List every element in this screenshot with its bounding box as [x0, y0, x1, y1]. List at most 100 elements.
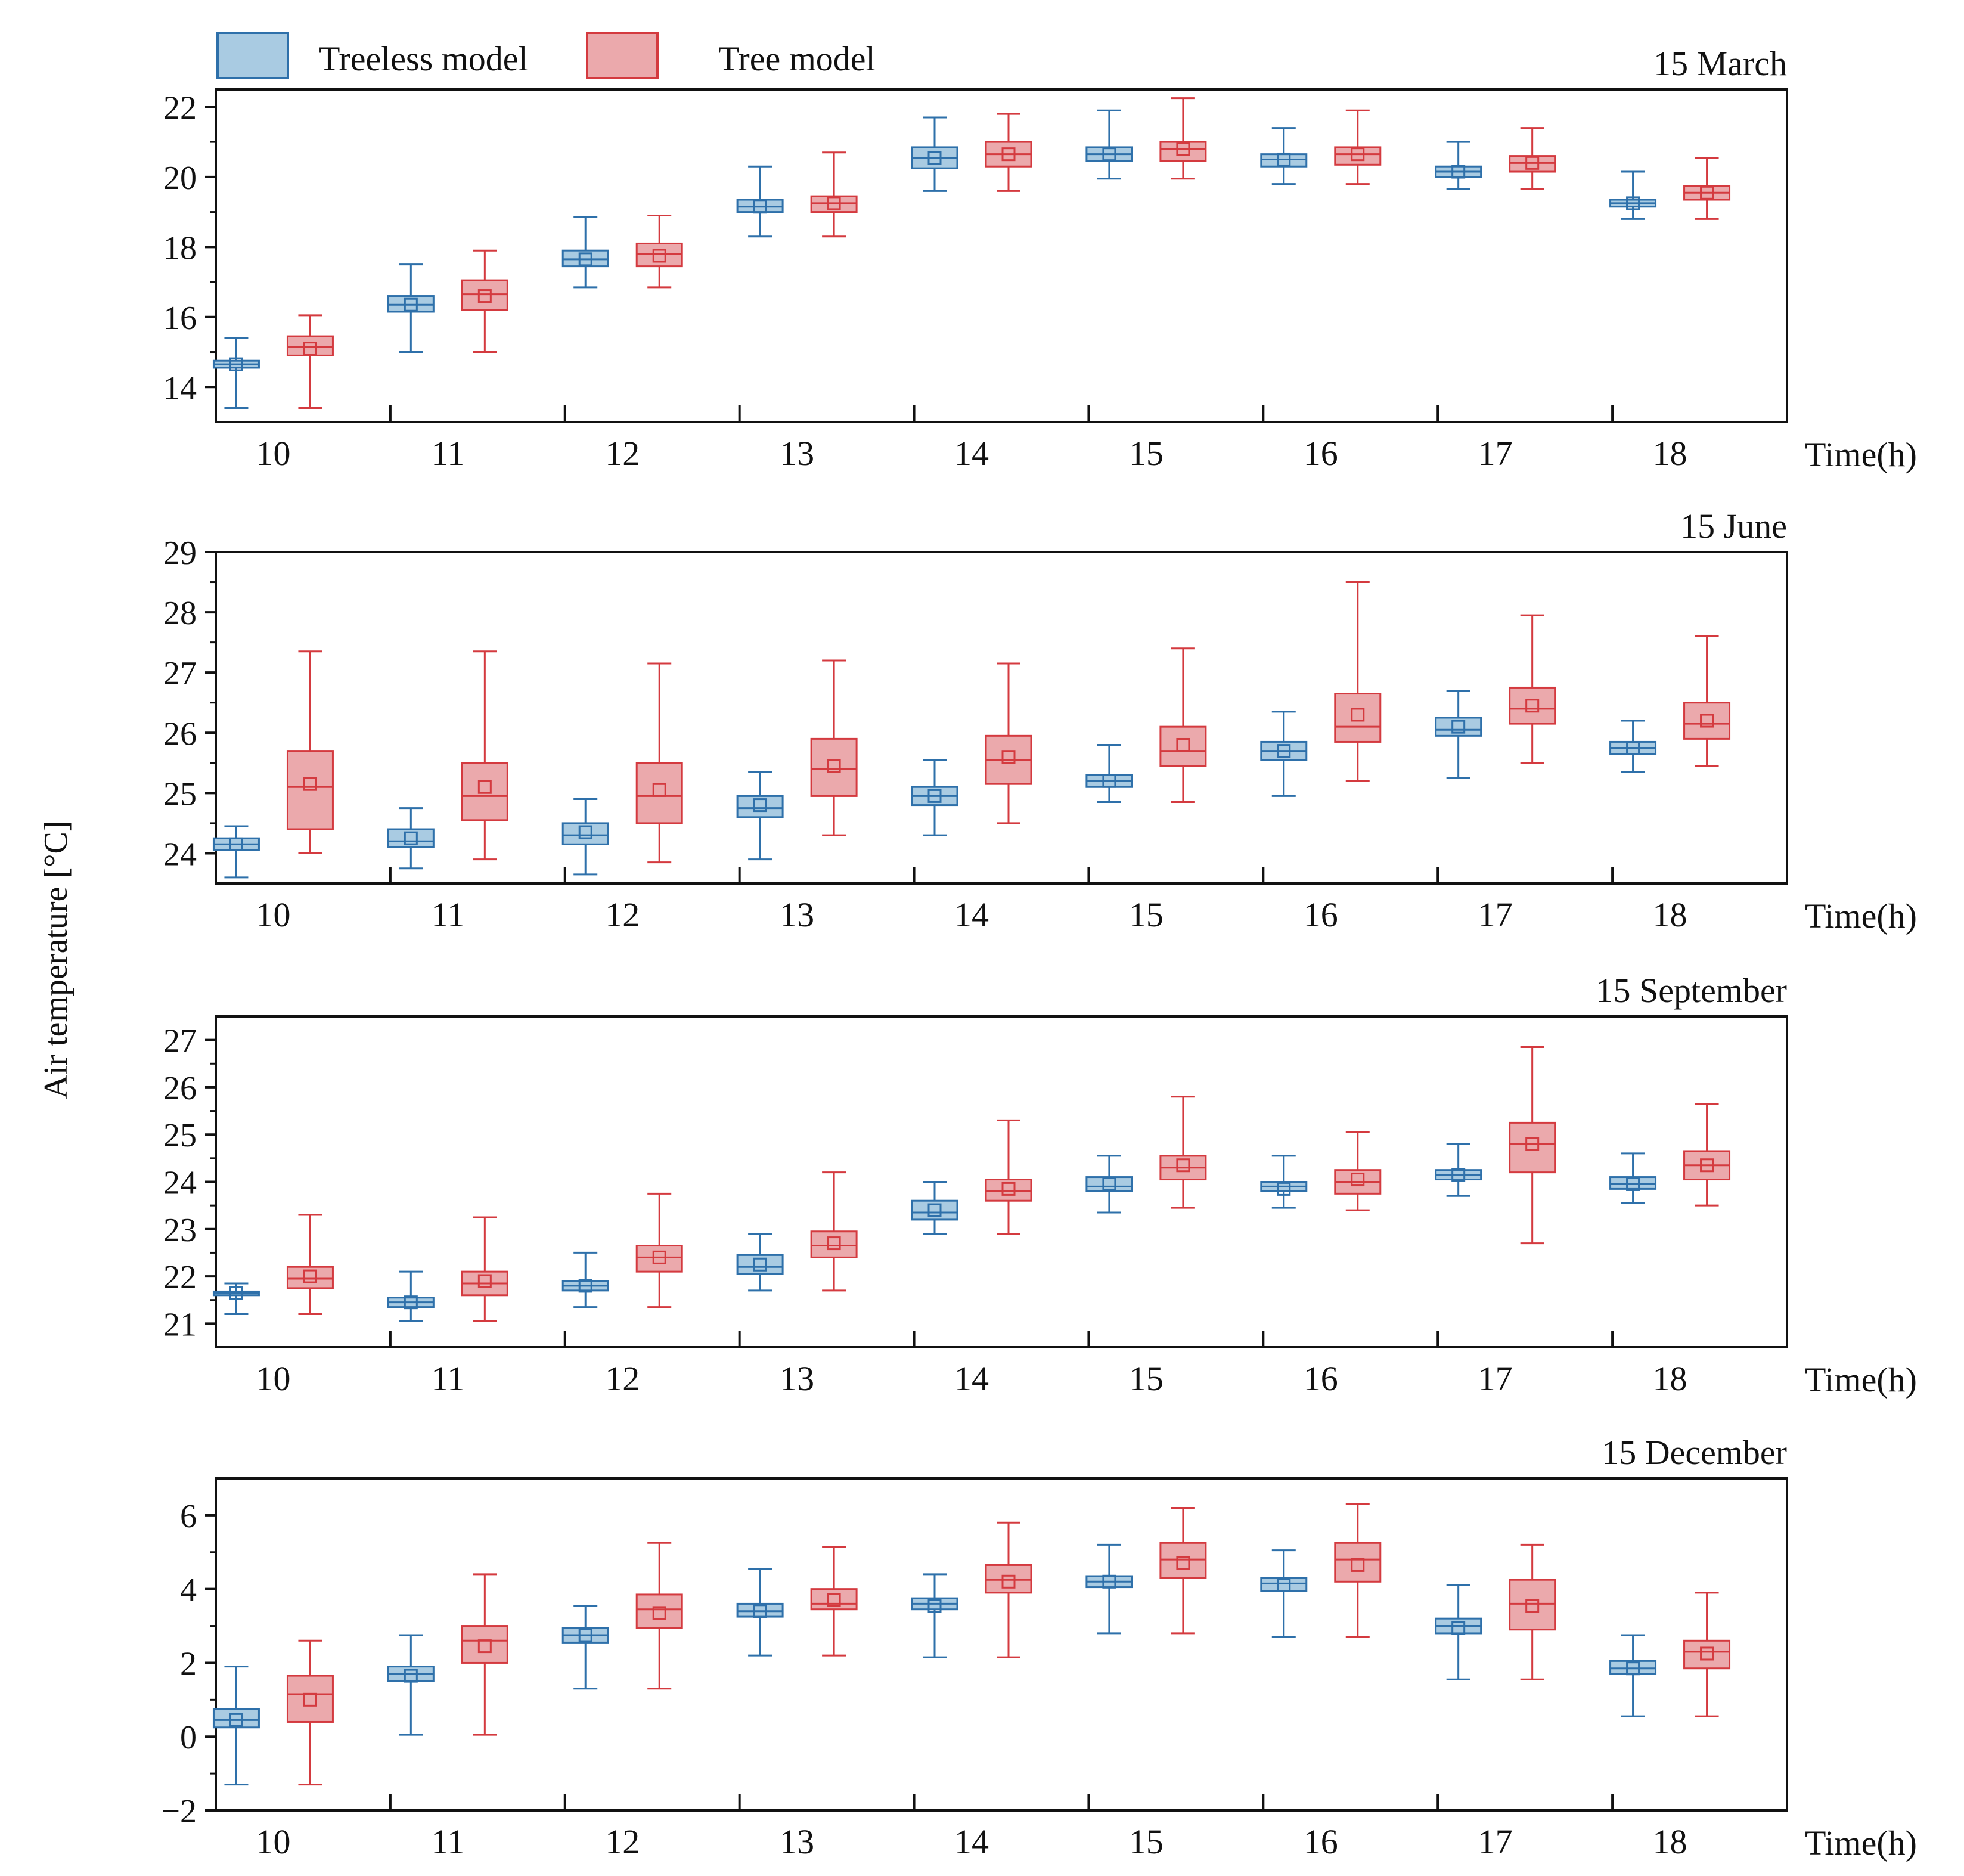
box-treeless-11 [387, 1270, 435, 1322]
panel-title: 15 March [1653, 44, 1787, 83]
mean-marker [1277, 744, 1291, 758]
box-tree-14 [985, 1119, 1032, 1235]
box-treeless-18 [1609, 1634, 1657, 1717]
box-tree-16 [1334, 1131, 1382, 1211]
x-tick-label: 12 [605, 1359, 640, 1398]
iqr-box [1085, 1176, 1133, 1192]
box-treeless-14 [911, 759, 958, 836]
x-tick-label: 10 [256, 895, 290, 934]
y-tick-label: 14 [163, 370, 197, 407]
x-tick-label: 16 [1304, 895, 1338, 934]
box-tree-11 [461, 650, 508, 861]
y-tick-label: 22 [163, 1259, 197, 1296]
mean-marker [229, 1713, 243, 1727]
box-treeless-15 [1085, 1543, 1133, 1635]
mean-marker [477, 1274, 492, 1288]
mean-marker [753, 1604, 767, 1618]
x-tick-label: 18 [1653, 434, 1687, 473]
box-tree-11 [461, 249, 508, 354]
x-tick-label: 14 [954, 1822, 989, 1861]
x-tick-label: 14 [954, 1359, 989, 1398]
mean-marker [229, 837, 243, 851]
x-tick-label: 18 [1653, 895, 1687, 934]
box-treeless-14 [911, 116, 958, 192]
mean-marker [578, 1628, 592, 1642]
box-tree-13 [810, 659, 858, 836]
box-treeless-13 [736, 771, 784, 861]
box-tree-17 [1509, 614, 1556, 764]
mean-marker [927, 1203, 942, 1217]
mean-marker [1700, 185, 1714, 200]
box-tree-15 [1159, 647, 1207, 804]
y-tick-label: 23 [163, 1212, 197, 1249]
x-tick-label: 12 [605, 895, 640, 934]
box-treeless-16 [1260, 127, 1308, 185]
legend-swatch-treeless [216, 32, 289, 79]
legend-label-tree: Tree model [718, 39, 876, 78]
mean-marker [652, 249, 666, 263]
box-tree-10 [286, 314, 334, 410]
box-treeless-17 [1435, 1584, 1482, 1680]
x-tick-label: 13 [780, 434, 814, 473]
mean-marker [303, 1269, 317, 1283]
mean-marker [1277, 1182, 1291, 1196]
box-tree-12 [635, 1192, 683, 1308]
y-axis-label: Air temperature [°C] [38, 820, 75, 1099]
box-tree-17 [1509, 1046, 1556, 1245]
x-tick-label: 11 [431, 895, 464, 934]
box-tree-17 [1509, 1543, 1556, 1680]
iqr-box [635, 762, 683, 824]
box-tree-18 [1683, 635, 1731, 767]
box-tree-13 [810, 1171, 858, 1292]
y-tick-label: 21 [163, 1306, 197, 1343]
mean-marker [404, 1669, 418, 1683]
mean-marker [827, 1593, 841, 1607]
box-treeless-12 [561, 216, 609, 289]
box-tree-16 [1334, 581, 1382, 782]
y-tick-label: 29 [163, 535, 197, 572]
mean-marker [1176, 737, 1190, 752]
box-tree-10 [286, 1639, 334, 1786]
box-treeless-17 [1435, 141, 1482, 190]
mean-marker [1102, 1177, 1116, 1191]
box-treeless-16 [1260, 1155, 1308, 1209]
panel-title: 15 June [1680, 507, 1787, 545]
box-treeless-13 [736, 1233, 784, 1292]
iqr-box [810, 1588, 858, 1611]
box-treeless-17 [1435, 690, 1482, 779]
y-tick-label: 20 [163, 160, 197, 197]
box-treeless-12 [561, 798, 609, 876]
x-axis-label: Time(h) [1805, 1824, 1917, 1862]
box-tree-12 [635, 662, 683, 864]
box-tree-14 [985, 113, 1032, 192]
box-treeless-12 [561, 1251, 609, 1308]
mean-marker [404, 297, 418, 312]
x-tick-label: 10 [256, 434, 290, 473]
y-tick-label: 26 [163, 715, 197, 752]
mean-marker [1277, 152, 1291, 166]
y-tick-label: 0 [180, 1719, 197, 1756]
mean-marker [1700, 1646, 1714, 1661]
box-tree-13 [810, 1545, 858, 1657]
mean-marker [578, 1279, 592, 1293]
mean-marker [477, 289, 492, 303]
iqr-box [561, 822, 609, 845]
mean-marker [1351, 1173, 1365, 1187]
y-tick-label: 22 [163, 89, 197, 126]
x-tick-label: 16 [1304, 434, 1338, 473]
box-treeless-18 [1609, 170, 1657, 220]
box-tree-17 [1509, 127, 1556, 190]
legend-swatch-tree [586, 32, 659, 79]
box-tree-18 [1683, 157, 1731, 220]
mean-marker [1626, 1177, 1640, 1191]
panel-1: 15 March 14 16 18 20 22 10 11 12 13 14 15 16 17 18 Time… [163, 44, 1917, 474]
mean-marker [1102, 147, 1116, 162]
box-treeless-10 [212, 825, 260, 879]
mean-marker [303, 1692, 317, 1707]
iqr-box [985, 1564, 1032, 1594]
mean-marker [578, 825, 592, 839]
mean-marker [927, 1599, 942, 1613]
box-tree-16 [1334, 1503, 1382, 1638]
y-tick-label: 27 [163, 655, 197, 692]
